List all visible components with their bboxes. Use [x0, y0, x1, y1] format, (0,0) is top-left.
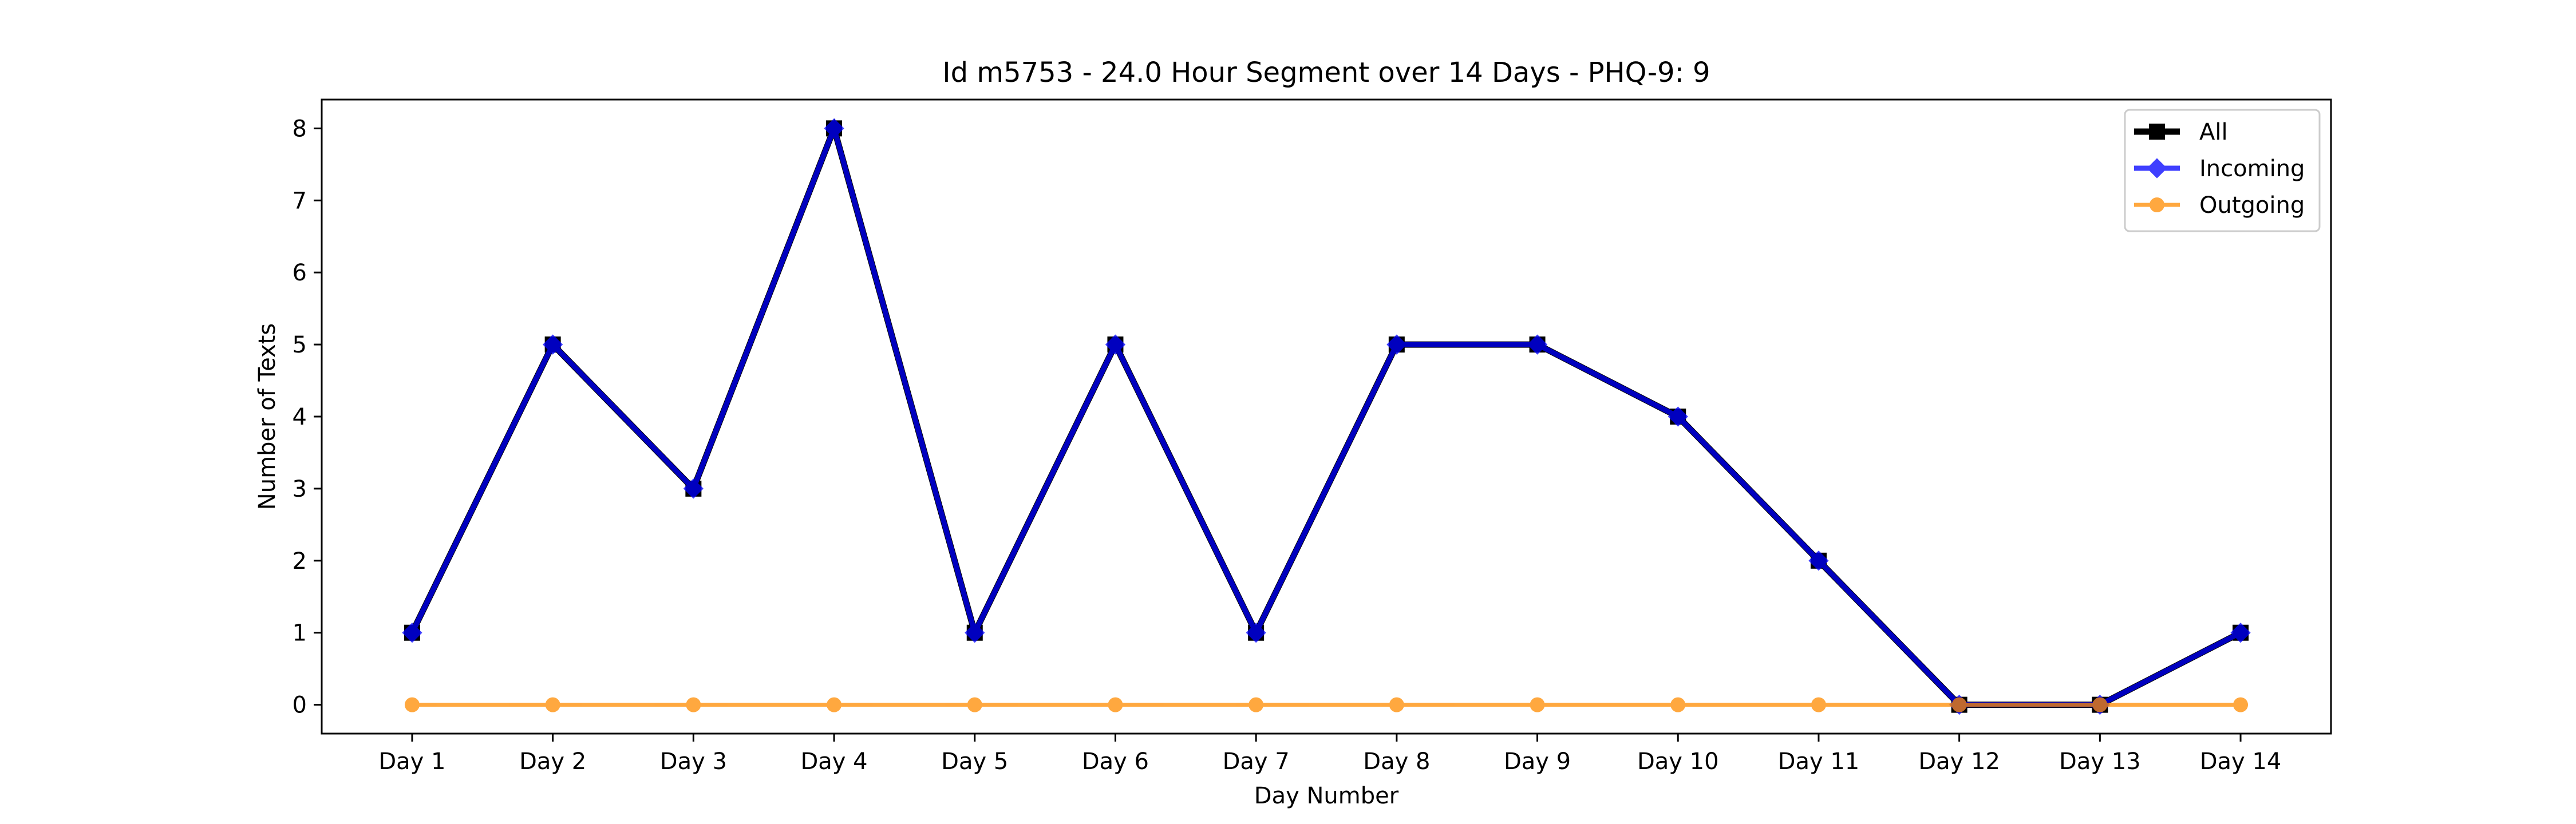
legend-box: [2124, 109, 2321, 232]
x-axis-label: Day Number: [1254, 783, 1399, 809]
y-tick-label: 8: [293, 116, 307, 142]
chart-title: Id m5753 - 24.0 Hour Segment over 14 Day…: [942, 57, 1710, 89]
data-point-incoming: [1246, 623, 1266, 643]
data-point-incoming: [2230, 623, 2251, 643]
data-point-incoming: [543, 334, 563, 355]
data-point-outgoing: [827, 697, 842, 712]
y-tick-label: 3: [293, 476, 307, 502]
data-point-outgoing: [2233, 697, 2249, 712]
legend-item-all: [2134, 124, 2180, 140]
y-tick-label: 2: [293, 548, 307, 575]
data-point-outgoing: [1530, 697, 1545, 712]
y-tick-label: 5: [293, 332, 307, 358]
data-point-incoming: [1668, 406, 1688, 427]
series-layer: [402, 118, 2251, 715]
series-outgoing: [404, 697, 2249, 712]
legend-marker: [2147, 158, 2167, 179]
series-line-all: [409, 118, 2242, 708]
data-point-outgoing: [686, 697, 701, 712]
data-point-outgoing: [2092, 697, 2108, 712]
y-tick-label: 4: [293, 404, 307, 430]
data-point-outgoing: [1108, 697, 1123, 712]
legend-label: Outgoing: [2199, 192, 2305, 219]
data-point-outgoing: [1249, 697, 1264, 712]
data-point-incoming: [683, 478, 704, 499]
data-point-outgoing: [967, 697, 982, 712]
x-tick-label: Day 7: [1223, 748, 1290, 775]
x-tick-label: Day 14: [2200, 748, 2282, 775]
data-point-outgoing: [1951, 697, 1967, 712]
series-all: [404, 118, 2249, 713]
x-tick-label: Day 2: [519, 748, 586, 775]
legend: All Incoming Outgoing: [2124, 109, 2321, 232]
x-tick-label: Day 5: [941, 748, 1008, 775]
y-tick-label: 0: [293, 692, 307, 719]
data-point-incoming: [1808, 550, 1829, 571]
legend-marker: [2150, 197, 2164, 212]
x-tick-label: Day 11: [1778, 748, 1860, 775]
y-tick-label: 1: [293, 620, 307, 647]
y-tick-label: 7: [293, 188, 307, 214]
legend-label: All: [2199, 119, 2228, 145]
data-point-incoming: [1105, 334, 1126, 355]
x-tick-label: Day 1: [378, 748, 445, 775]
legend-item-outgoing: [2134, 197, 2180, 212]
x-tick-label: Day 9: [1504, 748, 1571, 775]
data-point-outgoing: [545, 697, 560, 712]
data-point-incoming: [824, 118, 844, 138]
data-point-incoming: [965, 623, 985, 643]
legend-marker: [2149, 124, 2165, 140]
x-tick-label: Day 12: [1918, 748, 2000, 775]
data-point-incoming: [402, 623, 422, 643]
x-tick-label: Day 6: [1082, 748, 1149, 775]
x-tick-label: Day 3: [660, 748, 727, 775]
x-tick-label: Day 4: [800, 748, 867, 775]
y-axis: 0 1 2 3 4 5 6 7 8: [293, 116, 322, 719]
legend-item-incoming: [2134, 158, 2180, 179]
y-axis-label: Number of Texts: [254, 323, 280, 510]
data-point-outgoing: [404, 697, 420, 712]
x-axis: Day 1 Day 2 Day 3 Day 4 Day 5 Day 6 Day 7 Day 8…: [378, 734, 2281, 775]
series-incoming: [402, 118, 2251, 715]
x-tick-label: Day 13: [2059, 748, 2141, 775]
x-tick-label: Day 10: [1637, 748, 1719, 775]
series-line-incoming: [409, 120, 2242, 708]
data-point-outgoing: [1389, 697, 1404, 712]
data-point-incoming: [1386, 334, 1407, 355]
data-point-incoming: [1527, 334, 1548, 355]
legend-label: Incoming: [2199, 156, 2305, 182]
data-point-outgoing: [1811, 697, 1826, 712]
y-tick-label: 6: [293, 260, 307, 286]
x-tick-label: Day 8: [1363, 748, 1430, 775]
data-point-outgoing: [1670, 697, 1686, 712]
